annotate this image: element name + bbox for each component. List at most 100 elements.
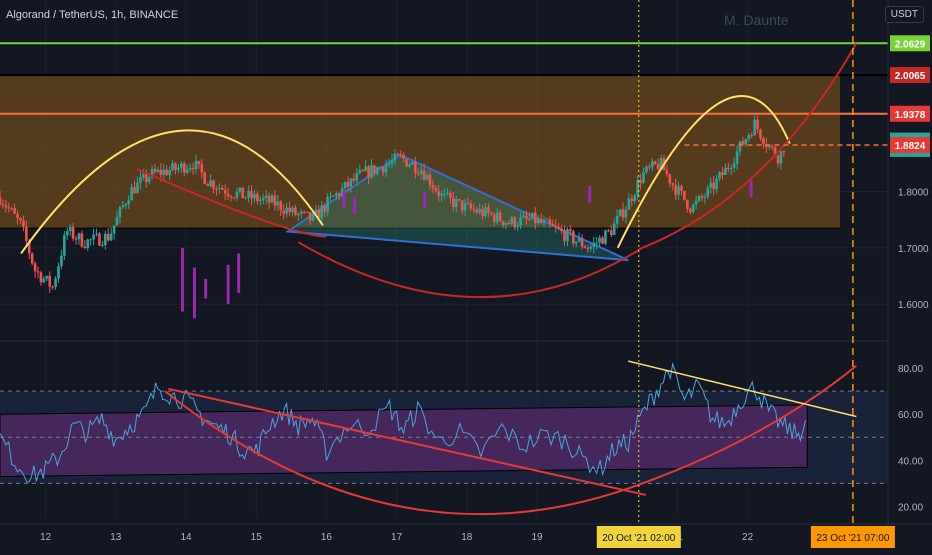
candle-body bbox=[440, 193, 443, 196]
candle-body bbox=[150, 168, 154, 178]
price-label-text: 1.9378 bbox=[895, 110, 926, 121]
candle-body bbox=[422, 170, 426, 180]
rsi-red-trendline bbox=[168, 387, 647, 496]
watermark-label: M. Daunte bbox=[724, 12, 789, 28]
candle-body bbox=[68, 226, 72, 232]
candle-body bbox=[95, 233, 98, 235]
candle-body bbox=[297, 213, 300, 216]
candle-body bbox=[121, 205, 125, 208]
candle-body bbox=[259, 199, 262, 202]
candle-body bbox=[472, 208, 476, 210]
candle-body bbox=[54, 278, 57, 288]
candle-body bbox=[519, 217, 522, 226]
candle-body bbox=[674, 184, 677, 195]
candle-body bbox=[411, 162, 414, 165]
candle-body bbox=[60, 255, 63, 267]
candle-body bbox=[13, 208, 16, 214]
candle-body bbox=[16, 213, 19, 218]
candle-body bbox=[656, 164, 660, 169]
candle-body bbox=[162, 169, 166, 175]
candle-body bbox=[759, 129, 762, 139]
candle-body bbox=[650, 161, 654, 168]
price-label-text: 2.0065 bbox=[895, 71, 926, 82]
candle-body bbox=[618, 209, 622, 216]
candle-body bbox=[715, 178, 718, 190]
rsi-yellow-trendline bbox=[628, 360, 857, 418]
candle-body bbox=[712, 182, 715, 190]
candle-body bbox=[402, 154, 405, 159]
candle-body bbox=[317, 209, 321, 219]
candle-body bbox=[498, 212, 502, 222]
candle-body bbox=[554, 225, 558, 227]
candle-body bbox=[244, 197, 247, 199]
candle-body bbox=[548, 219, 552, 224]
candle-body bbox=[677, 186, 680, 195]
candle-body bbox=[118, 207, 122, 218]
candle-body bbox=[311, 213, 315, 221]
candle-body bbox=[1, 204, 5, 206]
candle-body bbox=[124, 204, 128, 206]
candle-body bbox=[378, 167, 382, 169]
candle-body bbox=[7, 207, 11, 209]
candle-body bbox=[279, 201, 283, 211]
candle-body bbox=[364, 166, 367, 171]
candle-body bbox=[443, 193, 446, 195]
candle-body bbox=[691, 204, 695, 213]
candle-body bbox=[86, 239, 90, 248]
candle-body bbox=[560, 228, 563, 231]
currency-button[interactable]: USDT bbox=[884, 6, 924, 23]
time-tick-label: 15 bbox=[251, 532, 263, 543]
volume-spike bbox=[226, 264, 230, 305]
candle-body bbox=[337, 193, 341, 196]
candle-body bbox=[750, 135, 753, 137]
candle-body bbox=[408, 164, 411, 167]
candle-body bbox=[320, 205, 324, 219]
candle-body bbox=[595, 242, 598, 244]
candle-body bbox=[346, 181, 350, 187]
candle-body bbox=[326, 196, 329, 212]
candle-body bbox=[19, 217, 22, 221]
candle-body bbox=[648, 166, 651, 168]
candle-body bbox=[756, 119, 759, 130]
candle-body bbox=[779, 151, 783, 164]
candle-body bbox=[203, 172, 207, 184]
volume-spike bbox=[749, 180, 753, 198]
candle-body bbox=[264, 195, 268, 198]
candle-body bbox=[71, 226, 75, 239]
candle-body bbox=[235, 191, 239, 198]
candle-body bbox=[466, 203, 470, 205]
candle-body bbox=[419, 170, 423, 174]
candle-body bbox=[261, 197, 265, 200]
rsi-line bbox=[0, 361, 806, 483]
candle-body bbox=[144, 174, 148, 182]
candle-body bbox=[130, 187, 133, 201]
price-label-box bbox=[890, 105, 930, 122]
candle-body bbox=[0, 197, 2, 205]
date-label-box bbox=[810, 526, 895, 548]
candle-body bbox=[460, 200, 464, 211]
candle-body bbox=[469, 203, 473, 209]
candle-body bbox=[393, 153, 397, 161]
candle-body bbox=[182, 163, 186, 173]
rsi-tick-label: 80.00 bbox=[898, 364, 923, 375]
candle-body bbox=[428, 174, 432, 186]
candle-body bbox=[250, 190, 253, 199]
candle-body bbox=[586, 247, 590, 249]
date-label-text: 20 Oct '21 02:00 bbox=[602, 533, 676, 544]
candle-body bbox=[645, 166, 648, 173]
candle-body bbox=[373, 165, 376, 174]
candle-body bbox=[185, 169, 189, 173]
candle-body bbox=[495, 212, 499, 222]
candle-body bbox=[545, 219, 549, 221]
candle-body bbox=[569, 229, 572, 232]
candle-body bbox=[574, 241, 578, 244]
candle-body bbox=[416, 172, 420, 174]
candle-body bbox=[735, 151, 739, 164]
candle-body bbox=[180, 163, 183, 168]
candle-body bbox=[387, 163, 391, 166]
supply-zone bbox=[0, 75, 840, 229]
candle-body bbox=[174, 163, 177, 170]
rsi-tick-label: 40.00 bbox=[898, 456, 923, 467]
